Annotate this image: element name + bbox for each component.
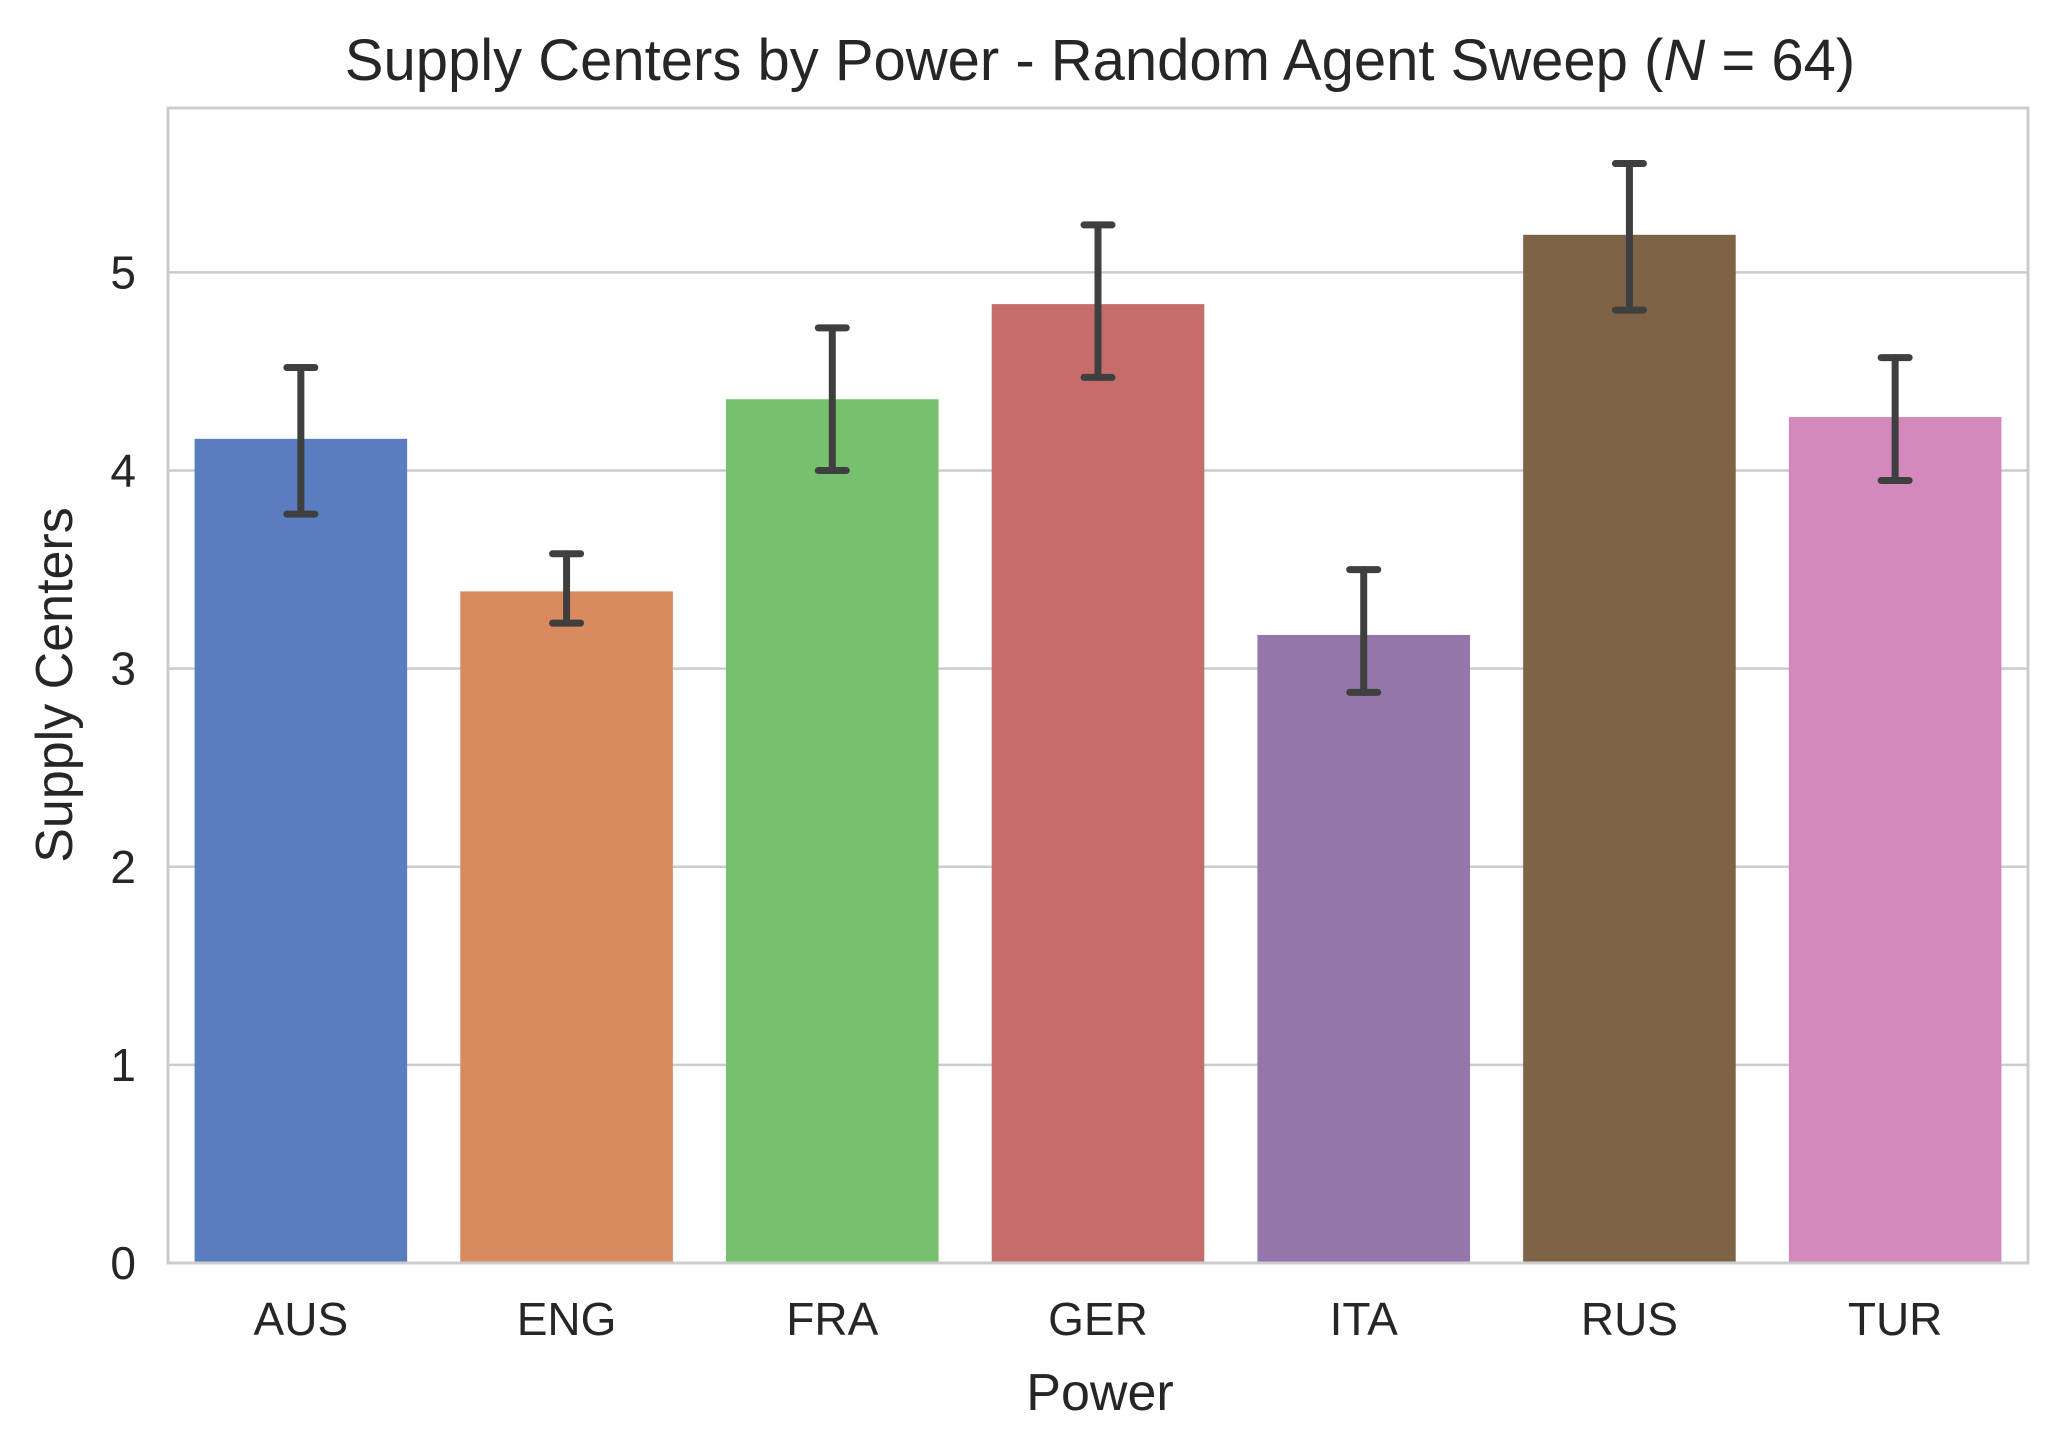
x-tick-label-ita: ITA: [1330, 1293, 1398, 1345]
y-tick-label: 5: [110, 246, 136, 298]
bar-ger: [991, 304, 1205, 1263]
bar-aus: [194, 438, 408, 1263]
y-tick-labels: 0 1 2 3 4 5: [110, 246, 136, 1289]
chart-title-suffix: = 64): [1705, 28, 1855, 93]
y-tick-label: 4: [110, 445, 136, 497]
error-bars: [283, 159, 1913, 696]
x-tick-label-fra: FRA: [786, 1293, 878, 1345]
bar-tur: [1788, 417, 2002, 1263]
error-bar-aus: [283, 364, 319, 518]
chart-title-prefix: Supply Centers by Power - Random Agent S…: [345, 28, 1664, 93]
y-tick-label: 2: [110, 841, 136, 893]
chart-title-variable: N: [1663, 28, 1705, 93]
x-axis-label: Power: [1026, 1364, 1173, 1422]
chart-title: Supply Centers by Power - Random Agent S…: [345, 28, 1855, 93]
bars: [194, 234, 2002, 1263]
x-tick-label-eng: ENG: [517, 1293, 617, 1345]
x-tick-labels: AUS ENG FRA GER ITA RUS TUR: [254, 1293, 1943, 1345]
x-tick-label-ger: GER: [1048, 1293, 1148, 1345]
bar-fra: [726, 399, 939, 1263]
bar-eng: [460, 591, 673, 1263]
y-tick-label: 3: [110, 643, 136, 695]
error-bar-tur: [1877, 354, 1913, 484]
x-tick-label-aus: AUS: [254, 1293, 349, 1345]
y-tick-label: 1: [110, 1039, 136, 1091]
y-tick-label: 0: [110, 1237, 136, 1289]
y-axis-label: Supply Centers: [26, 507, 84, 863]
bar-ita: [1257, 634, 1470, 1263]
error-bar-fra: [814, 324, 850, 475]
error-bar-ger: [1080, 221, 1116, 381]
error-bar-rus: [1611, 159, 1647, 314]
x-tick-label-tur: TUR: [1848, 1293, 1943, 1345]
error-bar-ita: [1346, 566, 1382, 696]
bar-rus: [1523, 234, 1736, 1263]
error-bar-eng: [549, 550, 585, 627]
x-tick-label-rus: RUS: [1581, 1293, 1678, 1345]
plot-frame: [166, 106, 2030, 1265]
